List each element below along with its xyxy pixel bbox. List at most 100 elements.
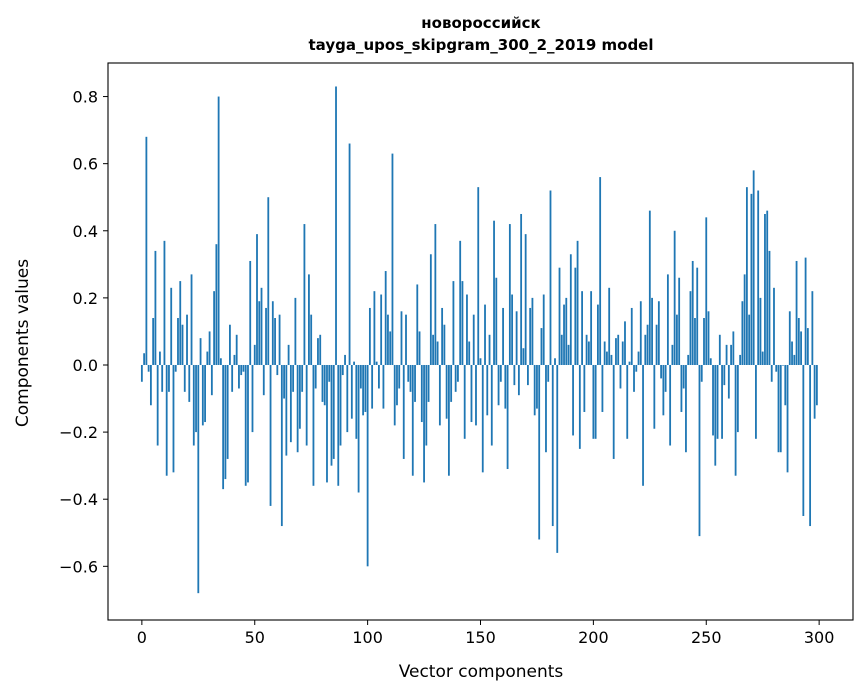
bar [398, 364, 401, 389]
bar [486, 364, 489, 416]
bar [353, 361, 355, 365]
bar [434, 224, 437, 365]
bar [612, 364, 615, 459]
bar [479, 358, 482, 365]
bar [608, 287, 611, 365]
bar [317, 338, 319, 365]
bar [170, 287, 173, 365]
bar [269, 364, 272, 506]
bar [292, 364, 295, 392]
bar [310, 314, 313, 365]
bar [806, 328, 809, 365]
bar [249, 260, 252, 365]
bar [174, 364, 177, 372]
bar [359, 364, 362, 389]
bar [682, 364, 685, 389]
bar [265, 307, 267, 365]
y-tick-label: 0.2 [73, 289, 98, 308]
bar [596, 304, 599, 365]
bar [736, 364, 739, 433]
x-tick-label: 100 [352, 628, 383, 647]
bar [648, 210, 651, 365]
bar [490, 364, 493, 446]
bar [520, 213, 523, 365]
bar [183, 364, 186, 392]
bar [764, 213, 766, 365]
bar [233, 354, 236, 365]
y-tick-label: 0.8 [73, 88, 98, 107]
bar [680, 364, 683, 412]
bar [504, 364, 507, 409]
bar [506, 364, 509, 470]
bar [477, 187, 480, 365]
bar [594, 364, 597, 439]
bar [219, 358, 222, 365]
x-axis-label: Vector components [399, 662, 564, 682]
bar [538, 364, 541, 540]
bar [793, 354, 796, 365]
bar [554, 358, 556, 365]
bar [287, 344, 290, 365]
bar [524, 234, 527, 365]
bar [669, 364, 672, 446]
bar [192, 364, 195, 446]
bar [235, 334, 238, 365]
bar [813, 364, 816, 419]
bar [755, 364, 757, 439]
bar [400, 311, 403, 365]
bar [393, 364, 396, 426]
bar [443, 324, 446, 365]
bar [283, 364, 285, 399]
chart-subtitle: tayga_upos_skipgram_300_2_2019 model [309, 36, 654, 54]
bar [380, 294, 383, 365]
bar [240, 364, 243, 376]
bar [445, 364, 448, 419]
bar [547, 364, 550, 382]
bar [565, 297, 568, 365]
bar [152, 318, 155, 365]
bar [341, 364, 344, 376]
bar [197, 364, 200, 594]
bar [312, 364, 315, 486]
bar [549, 190, 552, 365]
bar [328, 364, 331, 382]
bar [274, 318, 276, 365]
y-tick-label: −0.4 [59, 490, 98, 509]
bar [271, 301, 274, 365]
bar [159, 351, 161, 365]
bar [190, 274, 193, 365]
bar [373, 291, 376, 365]
bar [222, 364, 225, 490]
bar [727, 364, 730, 399]
bar [529, 307, 532, 365]
bar [551, 364, 554, 527]
bar [463, 364, 466, 439]
bar [429, 254, 432, 365]
x-tick-label: 0 [137, 628, 147, 647]
chart-title: новороссийск [421, 14, 540, 32]
bar [712, 364, 714, 436]
bar [470, 364, 473, 423]
bar [461, 281, 464, 365]
bar [646, 324, 649, 365]
bar [517, 364, 520, 396]
bar [488, 334, 491, 365]
bar [621, 341, 624, 365]
bar [362, 364, 365, 416]
bar [466, 294, 468, 365]
bar [457, 364, 459, 382]
bar [802, 364, 805, 516]
bar [587, 341, 590, 365]
bar [344, 354, 346, 365]
bar [689, 291, 692, 365]
bar [172, 364, 175, 473]
bar [332, 364, 335, 459]
bar [610, 354, 613, 365]
bar [414, 364, 416, 402]
bar [709, 358, 712, 365]
bar [181, 324, 184, 365]
bar [355, 364, 358, 439]
bar [432, 334, 434, 365]
bar [707, 311, 710, 365]
bar [201, 364, 204, 426]
